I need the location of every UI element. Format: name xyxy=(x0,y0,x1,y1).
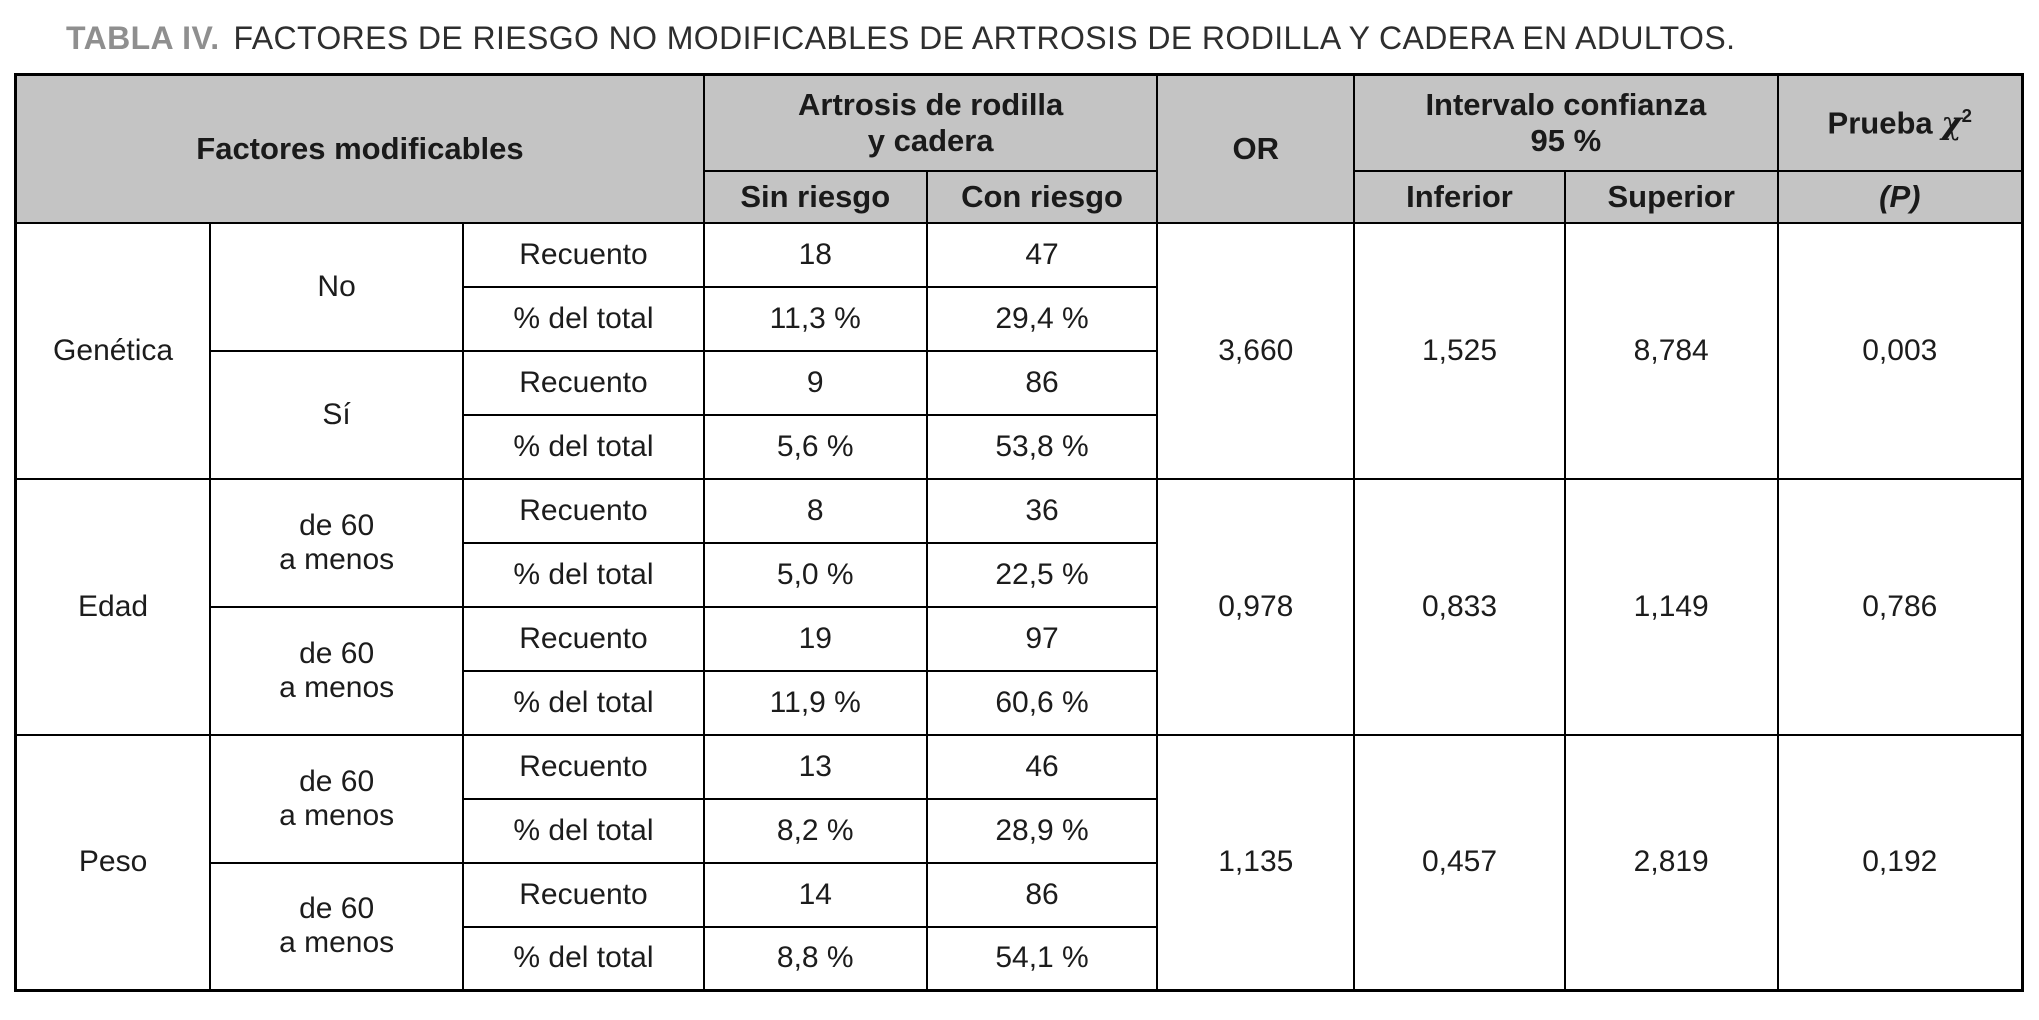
cell-sin-riesgo: 8,8 % xyxy=(702,925,928,992)
header-prueba-chi2: Prueba χ2 xyxy=(1776,73,2024,172)
cell-or: 0,978 xyxy=(1156,477,1356,736)
cell-con-riesgo: 29,4 % xyxy=(925,285,1159,352)
cell-ci-inferior: 0,833 xyxy=(1353,477,1566,736)
cell-sin-riesgo: 9 xyxy=(702,349,928,416)
cell-measure: Recuento xyxy=(462,733,705,800)
cell-ci-inferior: 0,457 xyxy=(1353,733,1566,992)
cell-sin-riesgo: 5,0 % xyxy=(702,541,928,608)
header-intervalo-confianza: Intervalo confianza 95 % xyxy=(1353,73,1779,172)
chi-exponent: 2 xyxy=(1961,104,1973,126)
table-row: % del total 8,2 % 28,9 % xyxy=(16,797,2023,864)
header-artrosis: Artrosis de rodilla y cadera xyxy=(702,73,1159,172)
table-row: de 60 a menos Recuento 19 97 xyxy=(16,605,2023,736)
cell-or: 3,660 xyxy=(1156,221,1356,480)
cell-con-riesgo: 36 xyxy=(925,477,1159,544)
chi-symbol: χ xyxy=(1941,104,1962,141)
cell-measure: Recuento xyxy=(462,605,705,672)
cell-con-riesgo: 97 xyxy=(925,605,1159,672)
cell-subcategory: Sí xyxy=(209,349,465,480)
cell-con-riesgo: 46 xyxy=(925,733,1159,800)
header-prueba-text: Prueba xyxy=(1827,104,1933,140)
cell-measure: % del total xyxy=(462,925,705,992)
cell-sin-riesgo: 11,9 % xyxy=(702,669,928,736)
table-number-label: TABLA IV. xyxy=(66,20,220,56)
cell-con-riesgo: 86 xyxy=(925,861,1159,928)
cell-factor-edad: Edad xyxy=(14,477,212,736)
table-row: Edad de 60 a menos Recuento 8 36 0,978 0… xyxy=(14,477,2024,736)
cell-con-riesgo: 47 xyxy=(925,221,1159,288)
cell-sin-riesgo: 14 xyxy=(702,861,928,928)
cell-con-riesgo: 86 xyxy=(925,349,1159,416)
cell-p-value: 0,003 xyxy=(1776,221,2024,480)
cell-measure: % del total xyxy=(462,285,705,352)
table-row: Sí Recuento 9 86 xyxy=(16,349,2023,480)
table-row: Genética No Recuento 18 47 3,660 1,525 8… xyxy=(14,221,2024,480)
cell-subcategory: No xyxy=(209,221,465,352)
cell-sin-riesgo: 8,2 % xyxy=(702,797,928,864)
table-row: % del total 11,9 % 60,6 % xyxy=(16,669,2023,736)
cell-factor-genetica: Genética xyxy=(14,221,212,480)
header-con-riesgo: Con riesgo xyxy=(925,169,1159,224)
cell-sin-riesgo: 13 xyxy=(702,733,928,800)
cell-measure: Recuento xyxy=(462,477,705,544)
cell-ci-inferior: 1,525 xyxy=(1353,221,1566,480)
cell-measure: Recuento xyxy=(462,861,705,928)
table-row: de 60 a menos Recuento 14 86 xyxy=(16,861,2023,992)
table-header: Factores modificables Artrosis de rodill… xyxy=(14,73,2024,224)
header-sin-riesgo: Sin riesgo xyxy=(702,169,928,224)
table-row: Peso de 60 a menos Recuento 13 46 1,135 … xyxy=(14,733,2024,992)
header-or: OR xyxy=(1156,73,1356,224)
table-row: % del total 8,8 % 54,1 % xyxy=(16,925,2023,992)
cell-ci-superior: 1,149 xyxy=(1563,477,1779,736)
cell-measure: % del total xyxy=(462,797,705,864)
cell-sin-riesgo: 18 xyxy=(702,221,928,288)
cell-con-riesgo: 60,6 % xyxy=(925,669,1159,736)
table-body: Genética No Recuento 18 47 3,660 1,525 8… xyxy=(14,221,2024,992)
cell-ci-superior: 2,819 xyxy=(1563,733,1779,992)
cell-measure: Recuento xyxy=(462,349,705,416)
risk-factors-table: Factores modificables Artrosis de rodill… xyxy=(14,73,2024,992)
cell-subcategory: de 60 a menos xyxy=(209,605,465,736)
header-inferior: Inferior xyxy=(1353,169,1566,224)
cell-measure: % del total xyxy=(462,541,705,608)
cell-ci-superior: 8,784 xyxy=(1563,221,1779,480)
table-caption: FACTORES DE RIESGO NO MODIFICABLES DE AR… xyxy=(233,20,1736,56)
table-row: % del total 5,6 % 53,8 % xyxy=(16,413,2023,480)
cell-subcategory: de 60 a menos xyxy=(209,861,465,992)
header-factores-modificables: Factores modificables xyxy=(14,73,705,224)
cell-measure: % del total xyxy=(462,669,705,736)
cell-p-value: 0,192 xyxy=(1776,733,2024,992)
cell-p-value: 0,786 xyxy=(1776,477,2024,736)
cell-con-riesgo: 54,1 % xyxy=(925,925,1159,992)
table-row: % del total 11,3 % 29,4 % xyxy=(16,285,2023,352)
cell-sin-riesgo: 8 xyxy=(702,477,928,544)
cell-sin-riesgo: 11,3 % xyxy=(702,285,928,352)
cell-or: 1,135 xyxy=(1156,733,1356,992)
cell-sin-riesgo: 19 xyxy=(702,605,928,672)
header-row-1: Factores modificables Artrosis de rodill… xyxy=(14,73,2024,224)
cell-con-riesgo: 22,5 % xyxy=(925,541,1159,608)
cell-subcategory: de 60 a menos xyxy=(209,477,465,608)
cell-subcategory: de 60 a menos xyxy=(209,733,465,864)
cell-con-riesgo: 28,9 % xyxy=(925,797,1159,864)
page: TABLA IV. FACTORES DE RIESGO NO MODIFICAB… xyxy=(14,20,2025,992)
cell-measure: % del total xyxy=(462,413,705,480)
cell-measure: Recuento xyxy=(462,221,705,288)
table-title: TABLA IV. FACTORES DE RIESGO NO MODIFICAB… xyxy=(66,20,2025,57)
header-row-2: Sin riesgo Con riesgo Inferior Superior … xyxy=(16,169,2024,224)
header-p-value: (P) xyxy=(1776,169,2024,224)
cell-sin-riesgo: 5,6 % xyxy=(702,413,928,480)
cell-con-riesgo: 53,8 % xyxy=(925,413,1159,480)
cell-factor-peso: Peso xyxy=(14,733,212,992)
table-row: % del total 5,0 % 22,5 % xyxy=(16,541,2023,608)
header-superior: Superior xyxy=(1563,169,1779,224)
